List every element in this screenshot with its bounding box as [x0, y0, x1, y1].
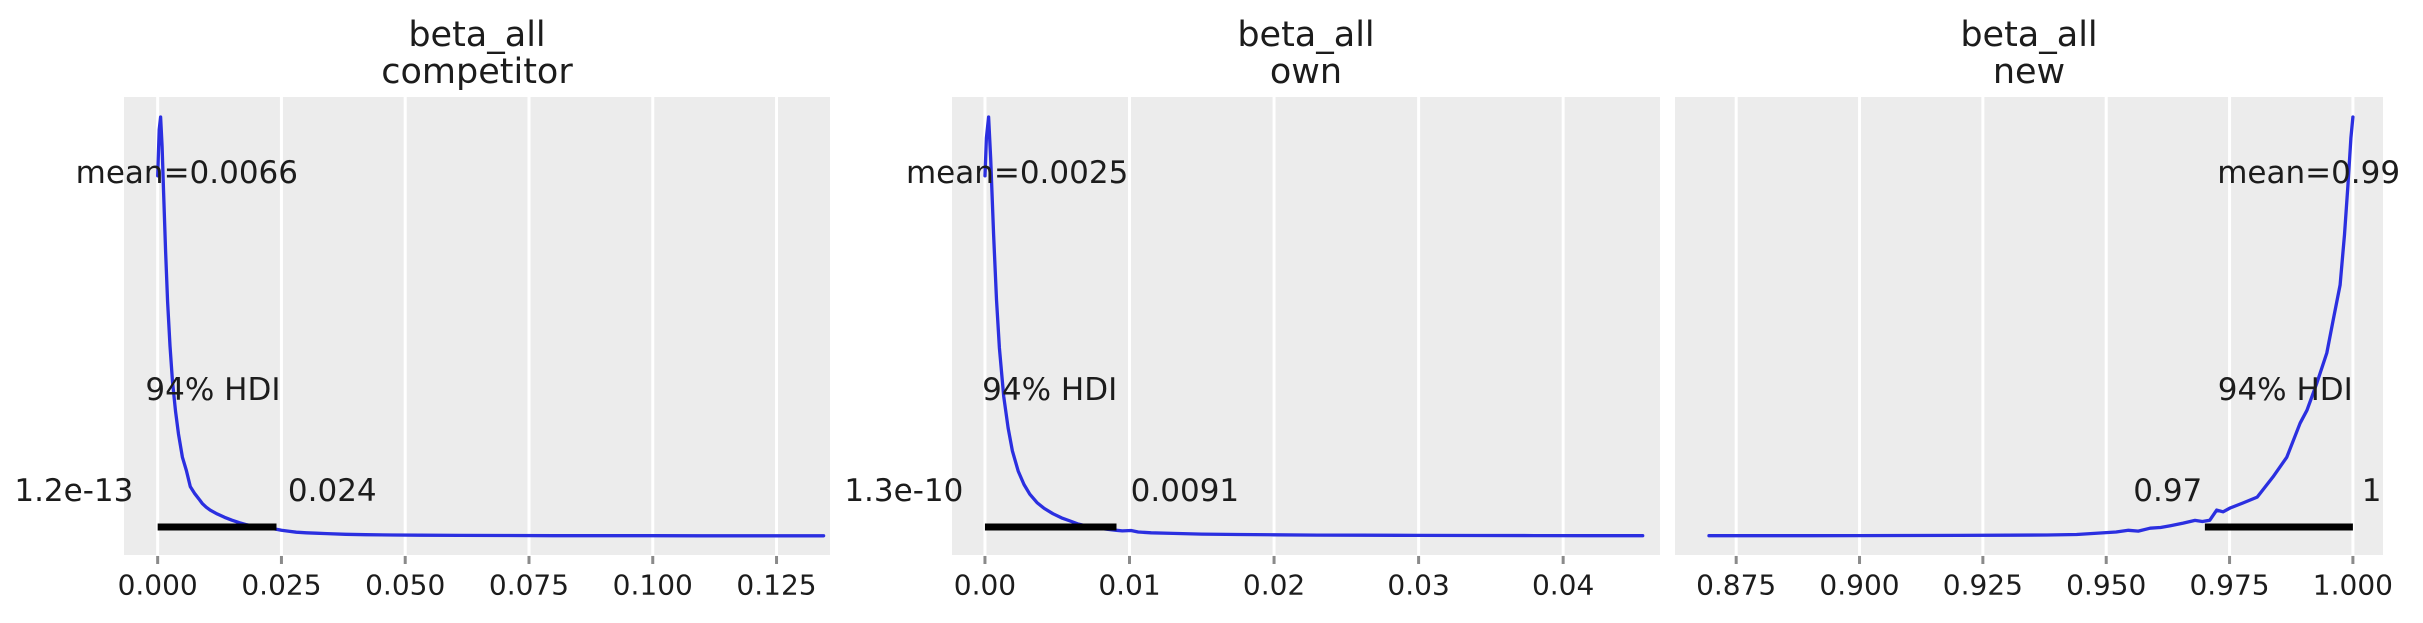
hdi-upper-label: 1	[2361, 473, 2382, 509]
hdi-upper-label: 0.024	[287, 473, 377, 509]
hdi-lower-label: 1.3e-10	[844, 473, 964, 509]
x-tick-label: 0.04	[1531, 568, 1595, 602]
panel-title-line1: beta_all	[1960, 15, 2098, 55]
kde-curve	[156, 115, 826, 538]
mean-label: mean=0.0066	[75, 155, 299, 191]
hdi-lower-label: 0.97	[2133, 473, 2203, 509]
panel-title-line1: beta_all	[408, 15, 546, 55]
plot-area-background	[1675, 97, 2383, 555]
hdi-label: 94% HDI	[145, 372, 281, 408]
panel-3-plot	[1675, 97, 2383, 564]
mean-label: mean=0.99	[2217, 155, 2401, 191]
panel-title-line2: own	[1269, 52, 1343, 92]
hdi-bar	[157, 523, 277, 531]
x-tick-label: 1.000	[2312, 568, 2393, 602]
hdi-bar	[2204, 523, 2353, 531]
panel-2-plot	[952, 97, 1660, 564]
x-tick-label: 0.03	[1387, 568, 1450, 602]
x-tick-label: 0.01	[1098, 568, 1161, 602]
hdi-bar	[984, 523, 1117, 531]
kde-curve	[1707, 115, 2355, 538]
panel-title-line2: competitor	[381, 52, 573, 92]
x-tick-label: 0.100	[612, 568, 693, 602]
x-tick-label: 0.02	[1242, 568, 1306, 602]
x-tick-label: 0.050	[365, 568, 446, 602]
x-tick-label: 0.875	[1696, 568, 1777, 602]
plot-area-background	[124, 97, 830, 555]
mean-label: mean=0.0025	[905, 155, 1129, 191]
plot-area-background	[952, 97, 1660, 555]
hdi-label: 94% HDI	[2217, 372, 2353, 408]
hdi-upper-label: 0.0091	[1130, 473, 1240, 509]
panel-1-plot	[124, 97, 830, 564]
hdi-lower-label: 1.2e-13	[14, 473, 134, 509]
x-tick-label: 0.950	[2066, 568, 2147, 602]
x-tick-label: 0.075	[488, 568, 570, 602]
x-tick-label: 0.900	[1819, 568, 1900, 602]
x-tick-label: 0.975	[2189, 568, 2270, 602]
panel-title-line1: beta_all	[1237, 15, 1375, 55]
x-tick-label: 0.025	[241, 568, 322, 602]
x-tick-label: 0.00	[953, 568, 1017, 602]
x-tick-label: 0.925	[1942, 568, 2023, 602]
x-tick-label: 0.000	[117, 568, 198, 602]
hdi-label: 94% HDI	[982, 372, 1118, 408]
panel-title-line2: new	[1992, 52, 2066, 92]
x-tick-label: 0.125	[736, 568, 817, 602]
